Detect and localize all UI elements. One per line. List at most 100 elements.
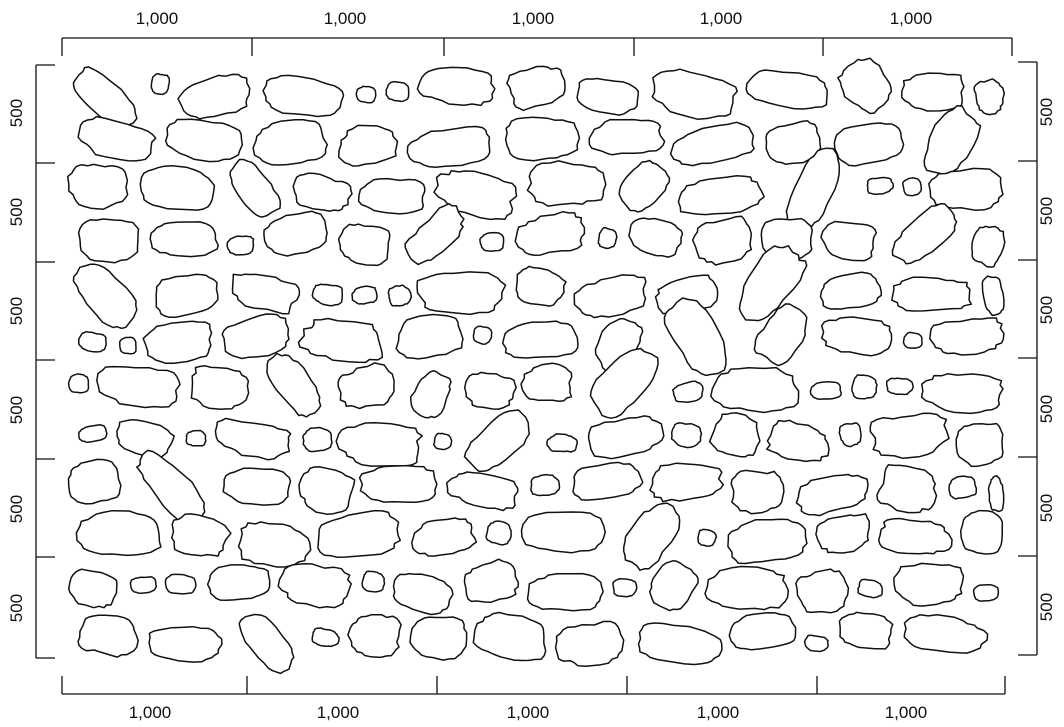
stone: [891, 202, 958, 265]
stone: [526, 160, 607, 207]
stone: [891, 276, 973, 312]
stone: [77, 115, 157, 162]
stone: [833, 122, 905, 167]
stone: [357, 177, 426, 215]
stone: [745, 69, 828, 110]
stone: [708, 412, 761, 458]
stone: [738, 245, 808, 322]
stone: [526, 572, 604, 612]
pebble: [670, 422, 703, 449]
stone: [229, 158, 282, 218]
stone: [221, 313, 290, 360]
stone: [637, 622, 723, 666]
stone: [392, 572, 454, 616]
stone: [753, 303, 808, 367]
pebble: [612, 577, 638, 598]
stone: [139, 164, 216, 211]
stone: [766, 419, 830, 463]
stone: [959, 509, 1004, 555]
stone: [266, 352, 322, 418]
right-dimension-label-6: 500: [1037, 593, 1056, 621]
stone: [463, 409, 530, 473]
stone: [142, 320, 213, 365]
pebble: [671, 380, 704, 404]
stone: [214, 417, 292, 461]
stone: [77, 218, 140, 264]
right-dimension-label-3: 500: [1037, 296, 1056, 324]
stone: [727, 518, 808, 565]
pebble: [118, 336, 137, 355]
stone: [72, 263, 138, 330]
stone: [347, 613, 402, 659]
stone: [171, 513, 232, 557]
stone: [903, 613, 989, 654]
stone: [96, 365, 181, 409]
stone: [148, 625, 223, 663]
stone: [730, 469, 785, 515]
stone: [406, 125, 491, 169]
stone: [704, 565, 790, 611]
top-dimension-label-1: 1,000: [136, 9, 179, 28]
top-dimension-label-2: 1,000: [324, 9, 367, 28]
stone: [409, 616, 468, 661]
pebble: [866, 176, 895, 196]
stone: [75, 509, 162, 557]
pebble: [78, 423, 108, 444]
stone: [928, 167, 1004, 212]
stone: [472, 611, 547, 662]
stone: [648, 560, 699, 612]
right-dimension-label-2: 500: [1037, 197, 1056, 225]
stone: [649, 462, 725, 503]
stone: [411, 517, 478, 557]
pebble: [902, 331, 923, 349]
stone: [691, 215, 753, 266]
pebble: [78, 330, 107, 353]
stone: [973, 78, 1006, 116]
pebble: [697, 528, 718, 547]
stone: [416, 271, 507, 316]
pebble: [885, 377, 914, 396]
stone: [358, 464, 438, 503]
stone: [335, 421, 423, 467]
dimension-lines: [35, 37, 1038, 695]
stone: [68, 568, 118, 609]
stone: [231, 273, 301, 315]
stone: [869, 412, 950, 460]
pebble: [385, 80, 410, 103]
stone: [190, 365, 250, 411]
stone: [337, 124, 399, 167]
stone: [395, 313, 464, 360]
right-dimension-label-4: 500: [1037, 395, 1056, 423]
stone: [298, 466, 356, 515]
right-dimension-label-5: 500: [1037, 494, 1056, 522]
stone: [463, 371, 517, 410]
stone: [628, 217, 684, 258]
pebble: [387, 284, 413, 307]
stone: [222, 467, 292, 506]
right-dimension-label-1: 500: [1037, 98, 1056, 126]
stone: [981, 275, 1005, 317]
pebble: [838, 422, 862, 448]
pebble: [67, 373, 90, 394]
stone: [987, 474, 1005, 513]
stone: [416, 66, 496, 107]
stone: [669, 121, 755, 167]
bottom-dimension-label-5: 1,000: [885, 703, 928, 722]
pebble: [150, 72, 171, 96]
stone: [155, 273, 219, 319]
stone: [445, 471, 519, 512]
top-dimension-label-3: 1,000: [512, 9, 555, 28]
left-dimension-label-1: 500: [7, 99, 26, 127]
stone: [67, 458, 122, 505]
stone: [262, 74, 345, 118]
stone: [164, 118, 244, 163]
stone: [292, 172, 353, 212]
left-dimension-label-2: 500: [7, 198, 26, 226]
stone: [820, 316, 893, 357]
pebble: [948, 475, 978, 500]
stone: [337, 362, 395, 410]
stone: [587, 415, 665, 460]
stone: [795, 473, 869, 517]
pebble: [530, 473, 561, 497]
bottom-dimension-label-1: 1,000: [129, 703, 172, 722]
